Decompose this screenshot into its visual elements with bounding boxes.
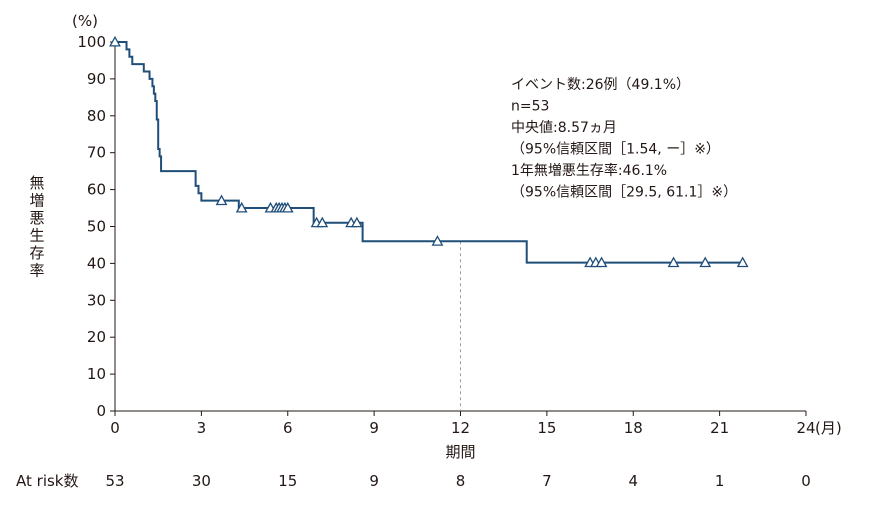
y-tick-label: 60 <box>87 181 106 199</box>
annotation-line: 中央値:8.57ヵ月 <box>511 120 617 136</box>
censored-marker <box>699 256 712 268</box>
y-tick-label: 50 <box>87 218 106 236</box>
annotation-line: イベント数:26例（49.1%） <box>511 77 690 93</box>
censored-marker <box>667 256 680 268</box>
at-risk-value: 8 <box>456 472 466 490</box>
axes <box>110 41 807 416</box>
x-tick-label: 12 <box>451 419 470 437</box>
at-risk-value: 53 <box>105 472 124 490</box>
censored-marker <box>316 216 329 228</box>
censored-marker <box>350 216 363 228</box>
at-risk-value: 1 <box>715 472 725 490</box>
at-risk-value: 7 <box>542 472 552 490</box>
x-tick-label: 0 <box>110 419 120 437</box>
at-risk-value: 30 <box>192 472 211 490</box>
y-tick-label: 0 <box>96 402 106 420</box>
censored-marker <box>431 235 444 246</box>
y-unit-label: (%) <box>72 12 98 30</box>
at-risk-label: At risk数 <box>16 472 78 490</box>
x-axis-title: 期間 <box>445 443 475 461</box>
y-tick-label: 30 <box>87 291 106 309</box>
x-tick-label: 15 <box>537 419 556 437</box>
censored-markers-layer <box>109 35 749 268</box>
at-risk-value: 15 <box>278 472 297 490</box>
at-risk-value: 0 <box>801 472 811 490</box>
annotation-line: （95%信頼区間［1.54, ー］※） <box>511 142 720 158</box>
censored-marker <box>595 256 608 268</box>
x-tick-label: 18 <box>624 419 643 437</box>
censored-marker <box>235 201 248 213</box>
at-risk-value: 9 <box>369 472 379 490</box>
censored-marker <box>215 194 228 206</box>
annotation-line: （95%信頼区間［29.5, 61.1］※） <box>511 185 737 201</box>
censored-marker <box>736 256 749 268</box>
y-tick-label: 20 <box>87 328 106 346</box>
x-tick-label: 3 <box>197 419 207 437</box>
x-tick-label: 24 <box>796 419 815 437</box>
x-tick-label: 21 <box>710 419 729 437</box>
y-axis-title: 無増悪生存率 <box>29 174 44 280</box>
at-risk-value: 4 <box>628 472 638 490</box>
annotation-line: n=53 <box>511 99 549 115</box>
y-tick-label: 90 <box>87 70 106 88</box>
x-tick-label: 6 <box>283 419 293 437</box>
censored-marker <box>109 35 121 47</box>
x-tick-label: 9 <box>369 419 379 437</box>
y-tick-label: 80 <box>87 107 106 125</box>
x-unit-label: (月) <box>815 419 842 437</box>
y-tick-label: 40 <box>87 254 106 272</box>
censored-marker <box>281 201 294 213</box>
y-tick-label: 10 <box>87 365 106 383</box>
annotation-line: 1年無増悪生存率:46.1% <box>511 162 667 179</box>
y-tick-label: 70 <box>87 144 106 162</box>
y-tick-label: 100 <box>77 33 106 51</box>
